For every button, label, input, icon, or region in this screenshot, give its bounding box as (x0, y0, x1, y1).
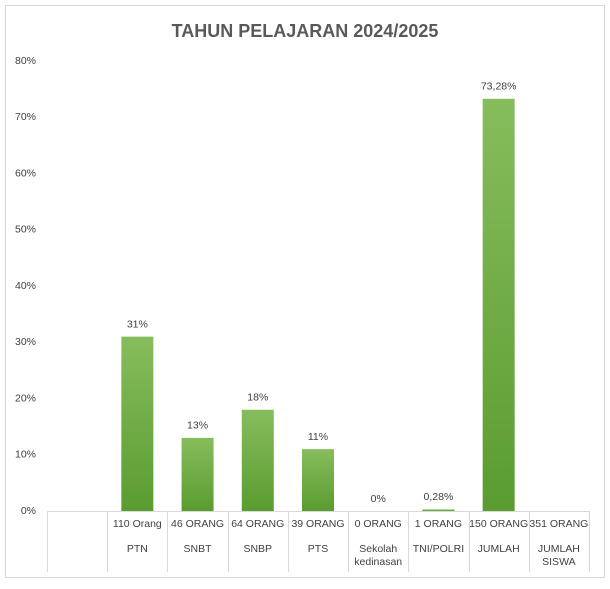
bar (482, 98, 515, 512)
x-count-label: 64 ORANG (231, 518, 285, 530)
bar (422, 509, 455, 511)
x-tick-label: SNBT (183, 543, 212, 555)
y-tick-label: 30% (15, 336, 36, 348)
x-tick-label: PTS (307, 543, 329, 555)
value-label: 0,28% (424, 491, 454, 503)
y-tick-label: 10% (15, 449, 36, 461)
y-tick-label: 40% (15, 280, 36, 292)
x-tick-label: PTN (126, 543, 148, 555)
x-count-label: 0 ORANG (354, 518, 402, 530)
value-label: 13% (187, 420, 208, 432)
value-label: 11% (308, 431, 328, 443)
x-tick-label: SNBP (243, 543, 273, 555)
x-tick-label: JUMLAH SISWA (537, 543, 580, 568)
y-tick-label: 80% (15, 55, 36, 67)
x-count-label: 1 ORANG (414, 518, 463, 530)
y-tick-label: 0% (21, 505, 36, 517)
x-count-label: 39 ORANG (291, 518, 345, 530)
x-tick-label: JUMLAH (477, 543, 520, 555)
chart-title: TAHUN PELAJARAN 2024/2025 (172, 21, 439, 41)
bar (302, 449, 334, 511)
value-label: 0% (371, 493, 386, 505)
bar (121, 336, 154, 511)
value-label: 73,28% (481, 81, 517, 93)
value-label: 18% (247, 392, 268, 404)
value-label: 31% (127, 318, 148, 330)
y-tick-label: 60% (15, 167, 36, 179)
x-count-label: 150 ORANG (469, 518, 529, 530)
bar (181, 437, 214, 511)
y-tick-label: 70% (15, 111, 36, 123)
y-tick-label: 20% (15, 392, 36, 404)
y-tick-label: 50% (15, 224, 36, 236)
bar (241, 409, 274, 511)
x-count-label: 351 ORANG (529, 518, 589, 530)
x-tick-label: TNI/POLRI (412, 543, 465, 555)
x-count-label: 110 Orang (112, 518, 162, 530)
x-tick-label: Sekolah kedinasan (354, 543, 403, 568)
x-count-label: 46 ORANG (170, 518, 225, 530)
